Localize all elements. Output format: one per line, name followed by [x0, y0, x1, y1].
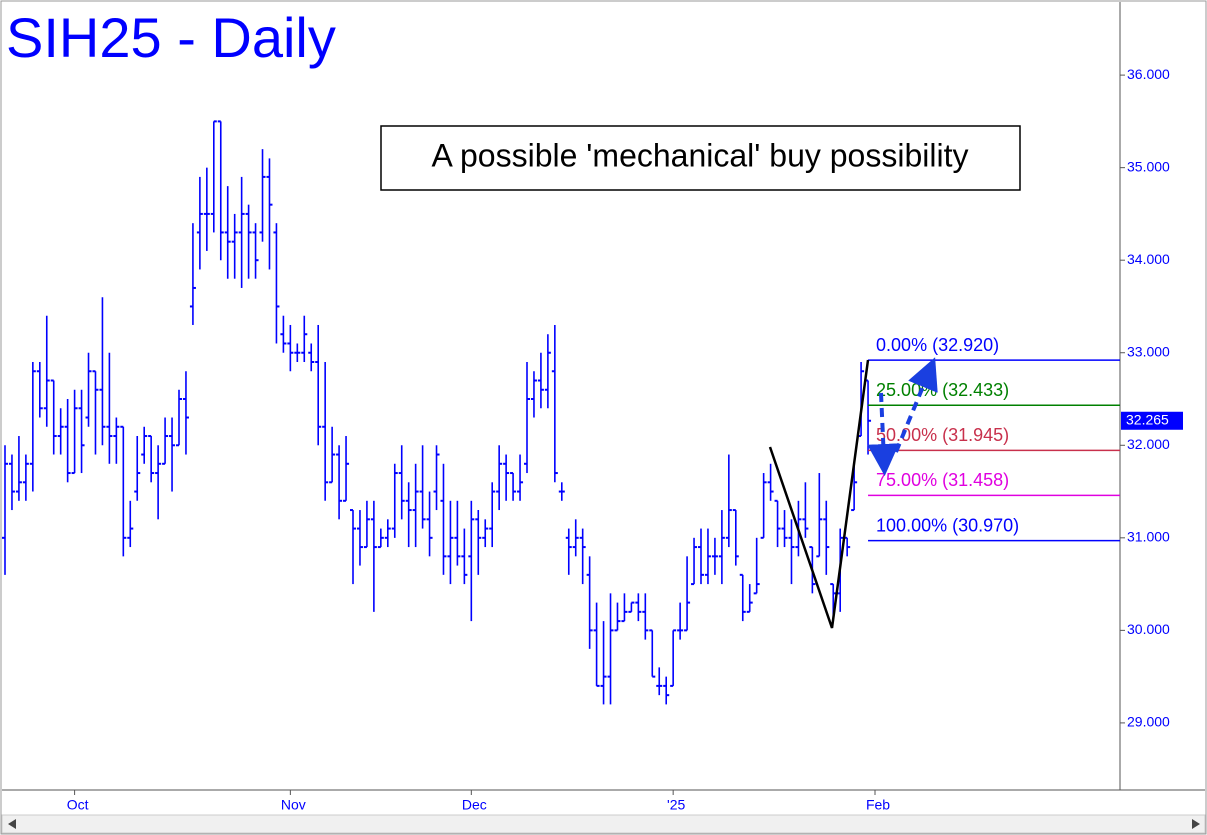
- scrollbar[interactable]: [1, 814, 1206, 834]
- y-tick-label: 29.000: [1127, 714, 1170, 730]
- scroll-left[interactable]: [8, 819, 16, 829]
- pattern-line: [768, 359, 870, 629]
- y-tick-label: 36.000: [1127, 66, 1170, 82]
- x-tick-label: '25: [667, 797, 685, 813]
- x-tick-label: Dec: [462, 797, 487, 813]
- y-tick-label: 34.000: [1127, 251, 1170, 267]
- annotation: A possible 'mechanical' buy possibility: [432, 137, 969, 173]
- arrow-down: [867, 392, 900, 476]
- scroll-right[interactable]: [1192, 819, 1200, 829]
- chart-title: SIH25 - Daily: [6, 6, 336, 69]
- annotation-box: [380, 125, 1021, 191]
- y-tick-label: 30.000: [1127, 621, 1170, 637]
- x-tick-label: Oct: [67, 797, 89, 813]
- y-tick-label: 35.000: [1127, 158, 1170, 174]
- x-tick-label: Nov: [281, 797, 306, 813]
- y-tick-label: 33.000: [1127, 343, 1170, 359]
- plot-area: 29.000 30.000 31.000 32.000 33.000 34.000 35.0…: [2, 66, 1183, 813]
- fib-label: 100.00% (30.970): [876, 515, 1019, 535]
- x-tick-label: Feb: [866, 797, 890, 813]
- last-price-label: 32.265: [1126, 411, 1169, 427]
- y-tick-label: 31.000: [1127, 529, 1170, 545]
- last-price-box: [1121, 411, 1183, 430]
- y-tick-label: 32.000: [1127, 436, 1170, 452]
- fib-label: 25.00% (32.433): [876, 380, 1009, 400]
- fib-label: 0.00% (32.920): [876, 335, 999, 355]
- fib-label: 75.00% (31.458): [876, 470, 1009, 490]
- fib-label: 50.00% (31.945): [876, 425, 1009, 445]
